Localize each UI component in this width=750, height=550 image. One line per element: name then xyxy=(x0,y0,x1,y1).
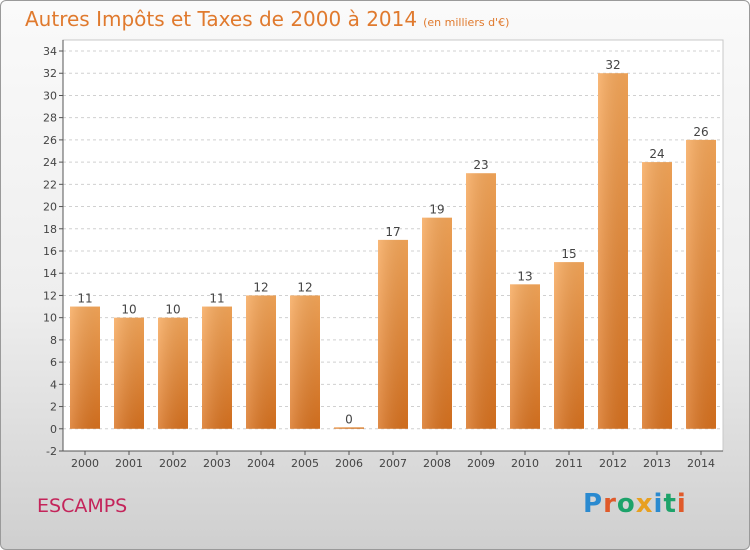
bar-shade-2005 xyxy=(290,295,320,429)
x-tick-label-2003: 2003 xyxy=(203,457,231,470)
y-tick-label: 26 xyxy=(43,134,57,147)
value-label-2003: 11 xyxy=(209,292,224,306)
x-tick-label-2012: 2012 xyxy=(599,457,627,470)
logo-letter: i xyxy=(676,489,687,519)
chart-subtitle: (en milliers d'€) xyxy=(423,16,510,29)
y-tick-label: 6 xyxy=(50,356,57,369)
y-tick-label: 10 xyxy=(43,312,57,325)
x-tick-label-2008: 2008 xyxy=(423,457,451,470)
logo-letter: o xyxy=(616,489,636,519)
bar-shade-2007 xyxy=(378,239,408,429)
x-tick-label-2010: 2010 xyxy=(511,457,539,470)
y-tick-label: 20 xyxy=(43,201,57,214)
bars xyxy=(70,73,716,429)
y-tick-label: 12 xyxy=(43,289,57,302)
x-tick-label-2004: 2004 xyxy=(247,457,275,470)
y-tick-label: 22 xyxy=(43,178,57,191)
y-tick-label: 34 xyxy=(43,45,57,58)
y-tick-label: -2 xyxy=(46,445,57,458)
y-tick-label: 16 xyxy=(43,245,57,258)
bar-shade-2011 xyxy=(554,262,584,429)
x-axis: 2000 2001 2002 2003 2004 2005 2006 2007 2008 2009… xyxy=(63,450,723,470)
x-tick-label-2005: 2005 xyxy=(291,457,319,470)
bar-shade-2009 xyxy=(466,173,496,429)
logo-letter: i xyxy=(653,489,664,519)
bar-shade-2006 xyxy=(334,427,364,429)
value-label-2000: 11 xyxy=(77,292,92,306)
value-label-2012: 32 xyxy=(605,58,620,72)
value-label-2009: 23 xyxy=(473,158,488,172)
y-tick-label: 28 xyxy=(43,112,57,125)
y-tick-label: 8 xyxy=(50,334,57,347)
x-tick-label-2000: 2000 xyxy=(71,457,99,470)
bar-shade-2001 xyxy=(114,317,144,429)
value-label-2014: 26 xyxy=(693,125,708,139)
logo-letter: r xyxy=(603,489,617,519)
y-tick-label: 18 xyxy=(43,223,57,236)
bar-shade-2013 xyxy=(642,162,672,429)
x-tick-label-2009: 2009 xyxy=(467,457,495,470)
x-tick-label-2013: 2013 xyxy=(643,457,671,470)
value-label-2008: 19 xyxy=(429,203,444,217)
value-labels: 11 10 10 11 12 12 0 17 19 23 13 15 32 24 26 xyxy=(77,58,708,426)
bar-shade-2010 xyxy=(510,284,540,429)
bar-shade-2003 xyxy=(202,306,232,429)
value-label-2004: 12 xyxy=(253,280,268,294)
chart-title-text: Autres Impôts et Taxes de 2000 à 2014 xyxy=(25,7,418,31)
value-label-2002: 10 xyxy=(165,303,180,317)
bar-shade-2002 xyxy=(158,317,188,429)
x-tick-label-2007: 2007 xyxy=(379,457,407,470)
x-tick-label-2011: 2011 xyxy=(555,457,583,470)
commune-name: ESCAMPS xyxy=(37,495,128,517)
bar-shade-2000 xyxy=(70,306,100,429)
y-tick-label: 4 xyxy=(50,378,57,391)
proxiti-logo: Proxiti xyxy=(583,489,687,519)
x-tick-label-2001: 2001 xyxy=(115,457,143,470)
value-label-2010: 13 xyxy=(517,269,532,283)
y-tick-label: 32 xyxy=(43,67,57,80)
value-label-2006: 0 xyxy=(345,412,353,426)
chart-title: Autres Impôts et Taxes de 2000 à 2014 (en… xyxy=(25,7,509,31)
y-tick-label: 14 xyxy=(43,267,57,280)
logo-letter: x xyxy=(635,489,654,519)
value-label-2005: 12 xyxy=(297,280,312,294)
bar-shade-2004 xyxy=(246,295,276,429)
value-label-2007: 17 xyxy=(385,225,400,239)
bar-shade-2008 xyxy=(422,217,452,429)
x-tick-label-2002: 2002 xyxy=(159,457,187,470)
logo-letter: P xyxy=(583,489,604,519)
y-tick-label: 0 xyxy=(50,423,57,436)
bar-shade-2014 xyxy=(686,139,716,429)
y-tick-label: 30 xyxy=(43,89,57,102)
value-label-2011: 15 xyxy=(561,247,576,261)
bar-shade-2012 xyxy=(598,73,628,429)
value-label-2013: 24 xyxy=(649,147,664,161)
logo-letter: t xyxy=(663,489,677,519)
value-label-2001: 10 xyxy=(121,303,136,317)
y-tick-label: 24 xyxy=(43,156,57,169)
y-tick-label: 2 xyxy=(50,401,57,414)
x-tick-label-2006: 2006 xyxy=(335,457,363,470)
x-tick-label-2014: 2014 xyxy=(687,457,715,470)
